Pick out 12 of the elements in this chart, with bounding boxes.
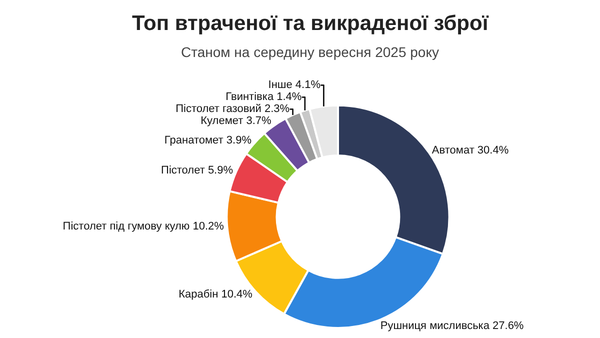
chart-title: Топ втраченої та викраденої зброї (132, 12, 490, 35)
slice-label: Пістолет під гумову кулю 10.2% (62, 220, 224, 233)
chart-subtitle: Станом на середину вересня 2025 року (181, 44, 439, 60)
slice-label: Пістолет газовий 2.3% (176, 103, 290, 116)
slice-label: Кулемет 3.7% (200, 115, 272, 128)
slice-label: Карабін 10.4% (178, 288, 253, 300)
slice-label: Пістолет 5.9% (161, 164, 234, 177)
slice-label: Рушниця мисливська 27.6% (380, 320, 524, 332)
slice-label: Автомат 30.4% (432, 144, 509, 157)
slice-label: Гранатомет 3.9% (164, 134, 252, 146)
slice-label: Гвинтівка 1.4% (226, 91, 302, 104)
slice-label: Інше 4.1% (268, 79, 321, 92)
